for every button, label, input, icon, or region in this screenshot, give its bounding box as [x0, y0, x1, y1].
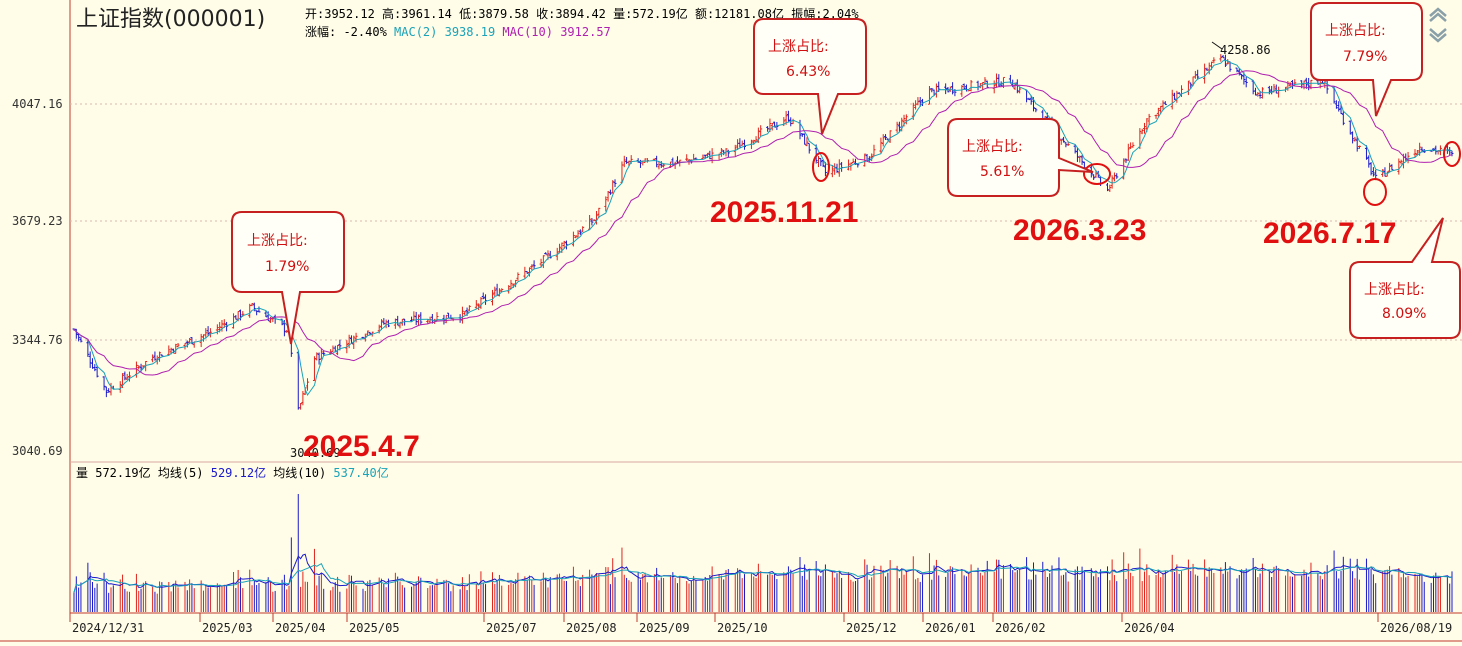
- readout-label: 开:: [305, 7, 324, 21]
- page-title: 上证指数(000001): [76, 7, 265, 32]
- period-low-label: 3040.69: [290, 446, 341, 460]
- readout-value: -2.40%: [343, 25, 394, 39]
- readout-label: 量: [76, 466, 95, 480]
- readout-value: 2.04%: [822, 7, 859, 21]
- volume-ma10-line: [73, 563, 1453, 593]
- readout-value: 3961.14: [401, 7, 459, 21]
- readout-value: 3938.19: [445, 25, 503, 39]
- readout-label: 高:: [382, 6, 401, 21]
- readout-label: MAC(10): [502, 25, 560, 39]
- callout-value: 1.79%: [265, 259, 309, 275]
- event-date-label: 2026.3.23: [1013, 214, 1146, 247]
- readout-label: 低:: [459, 7, 478, 21]
- readout-label: 收:: [536, 7, 555, 21]
- date-tick-label: 2026/02: [995, 621, 1046, 635]
- date-tick-label: 2025/12: [846, 621, 897, 635]
- callout-value: 7.79%: [1343, 49, 1387, 65]
- callout-value: 5.61%: [980, 164, 1024, 180]
- callout-label: 上涨占比:: [247, 233, 308, 249]
- date-tick-label: 2025/04: [275, 621, 326, 635]
- readout-value: 537.40亿: [333, 465, 388, 480]
- ohlc-readout: 开:3952.12 高:3961.14 低:3879.58 收:3894.42 …: [305, 6, 859, 21]
- ma-long-line: [73, 70, 1453, 376]
- readout-label: MAC(2): [394, 25, 445, 39]
- readout-value: 3952.12: [324, 7, 382, 21]
- date-tick-label: 2025/09: [639, 621, 690, 635]
- callout-bubble: 上涨占比: 7.79%: [1310, 2, 1423, 117]
- callout-value: 6.43%: [786, 64, 830, 80]
- callout-value: 8.09%: [1382, 306, 1426, 322]
- date-tick-label: 2025/03: [202, 621, 253, 635]
- readout-label: 振幅:: [791, 6, 822, 21]
- readout-value: 3894.42: [555, 7, 613, 21]
- period-high-label: 4258.86: [1220, 43, 1271, 57]
- readout-value: 572.19亿: [632, 6, 695, 21]
- low-point-marker: [1083, 163, 1111, 185]
- price-tick: 3679.23: [12, 214, 63, 228]
- price-tick: 3344.76: [12, 333, 63, 347]
- low-point-marker: [1443, 141, 1461, 167]
- readout-value: 3879.58: [478, 7, 536, 21]
- event-date-label: 2026.7.17: [1263, 217, 1396, 250]
- readout-value: 12181.08亿: [714, 6, 791, 21]
- callout-bubble: 上涨占比: 8.09%: [1349, 217, 1461, 339]
- date-axis: 2024/12/31 2025/03 2025/04 2025/05 2025/07 20…: [69, 613, 1452, 635]
- readout-label: 量:: [613, 7, 632, 21]
- date-tick-label: 2024/12/31: [72, 621, 144, 635]
- low-point-marker: [1363, 178, 1387, 206]
- volume-readout: 量 572.19亿 均线(5) 529.12亿 均线(10) 537.40亿: [76, 465, 389, 480]
- indicator-readout: 涨幅: -2.40% MAC(2) 3938.19 MAC(10) 3912.5…: [305, 24, 611, 39]
- event-date-label: 2025.11.21: [710, 196, 859, 229]
- callout-label: 上涨占比:: [962, 139, 1023, 155]
- double-chevron-up-icon[interactable]: [1429, 7, 1447, 22]
- ma-short-line: [73, 59, 1453, 397]
- readout-label: 均线(5): [158, 466, 211, 480]
- date-tick-label: 2026/04: [1124, 621, 1175, 635]
- callout-label: 上涨占比:: [1325, 23, 1386, 39]
- callout-bubble: 上涨占比: 5.61%: [947, 118, 1094, 197]
- date-tick-label: 2026/01: [925, 621, 976, 635]
- readout-label: 额:: [695, 7, 714, 21]
- date-tick-label: 2026/08/19: [1380, 621, 1452, 635]
- event-date-label: 2025.4.7: [303, 430, 420, 463]
- callout-label: 上涨占比:: [1364, 282, 1425, 298]
- readout-value: 3912.57: [560, 25, 611, 39]
- readout-label: 涨幅:: [305, 24, 343, 39]
- callout-label: 上涨占比:: [768, 39, 829, 55]
- date-tick-label: 2025/05: [349, 621, 400, 635]
- date-tick-label: 2025/08: [566, 621, 617, 635]
- double-chevron-down-icon[interactable]: [1429, 28, 1447, 43]
- date-tick-label: 2025/07: [486, 621, 537, 635]
- readout-value: 529.12亿: [211, 465, 274, 480]
- readout-value: 572.19亿: [95, 465, 158, 480]
- callout-bubble: 上涨占比: 1.79%: [231, 211, 345, 345]
- readout-label: 均线(10): [273, 466, 333, 480]
- price-tick: 3040.69: [12, 444, 63, 458]
- callout-bubble: 上涨占比: 6.43%: [753, 18, 867, 135]
- price-tick: 4047.16: [12, 97, 63, 111]
- date-tick-label: 2025/10: [717, 621, 768, 635]
- low-point-marker: [812, 152, 830, 182]
